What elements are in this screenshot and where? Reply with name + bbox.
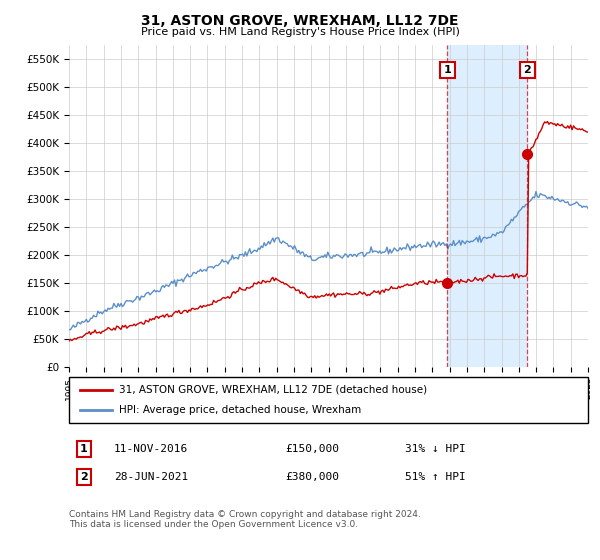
Text: 2: 2 <box>524 65 532 75</box>
Text: Price paid vs. HM Land Registry's House Price Index (HPI): Price paid vs. HM Land Registry's House … <box>140 27 460 37</box>
Text: Contains HM Land Registry data © Crown copyright and database right 2024.
This d: Contains HM Land Registry data © Crown c… <box>69 510 421 529</box>
Text: 2: 2 <box>80 472 88 482</box>
Text: 1: 1 <box>443 65 451 75</box>
Text: £380,000: £380,000 <box>285 472 339 482</box>
Text: HPI: Average price, detached house, Wrexham: HPI: Average price, detached house, Wrex… <box>119 405 362 415</box>
Text: £150,000: £150,000 <box>285 444 339 454</box>
Text: 51% ↑ HPI: 51% ↑ HPI <box>405 472 466 482</box>
Bar <box>448 45 527 367</box>
Text: 31, ASTON GROVE, WREXHAM, LL12 7DE (detached house): 31, ASTON GROVE, WREXHAM, LL12 7DE (deta… <box>119 385 428 395</box>
Text: 31% ↓ HPI: 31% ↓ HPI <box>405 444 466 454</box>
Text: 31, ASTON GROVE, WREXHAM, LL12 7DE: 31, ASTON GROVE, WREXHAM, LL12 7DE <box>141 14 459 28</box>
Text: 28-JUN-2021: 28-JUN-2021 <box>114 472 188 482</box>
Text: 11-NOV-2016: 11-NOV-2016 <box>114 444 188 454</box>
Text: 1: 1 <box>80 444 88 454</box>
